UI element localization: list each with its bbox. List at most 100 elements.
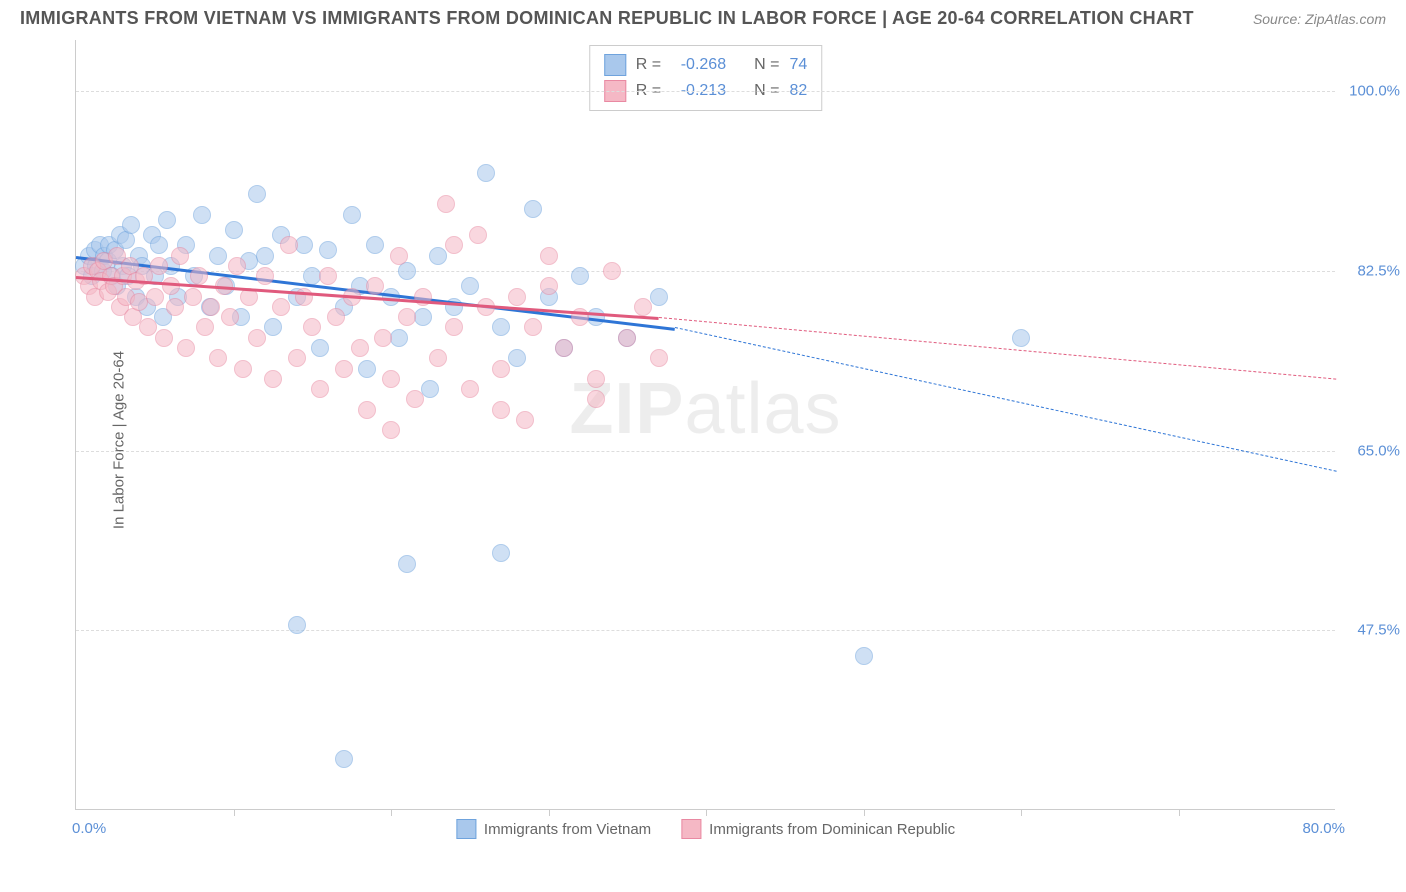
data-point [492,401,510,419]
data-point [366,277,384,295]
stats-n-value: 74 [789,56,807,74]
data-point [234,360,252,378]
data-point [492,318,510,336]
data-point [228,257,246,275]
data-point [398,262,416,280]
stats-r-label: R = [636,56,661,74]
data-point [358,360,376,378]
data-point [171,247,189,265]
data-point [295,236,313,254]
data-point [351,339,369,357]
plot-area: ZIPatlas R =-0.268N =74R =-0.213N =82 0.… [75,40,1335,810]
data-point [193,206,211,224]
data-point [492,544,510,562]
data-point [209,349,227,367]
data-point [221,308,239,326]
data-point [311,339,329,357]
data-point [524,200,542,218]
data-point [555,339,573,357]
chart-container: In Labor Force | Age 20-64 ZIPatlas R =-… [45,40,1395,840]
data-point [264,370,282,388]
data-point [540,277,558,295]
data-point [634,298,652,316]
stats-swatch [604,54,626,76]
data-point [177,339,195,357]
data-point [540,247,558,265]
trend-line [659,317,1336,380]
data-point [421,380,439,398]
data-point [461,277,479,295]
series-legend: Immigrants from VietnamImmigrants from D… [456,819,955,839]
source-attribution: Source: ZipAtlas.com [1253,11,1386,27]
data-point [248,185,266,203]
data-point [508,349,526,367]
data-point [358,401,376,419]
data-point [122,216,140,234]
x-tick [864,809,865,816]
data-point [429,247,447,265]
data-point [303,318,321,336]
watermark: ZIPatlas [569,368,841,450]
data-point [603,262,621,280]
data-point [382,370,400,388]
x-axis-min-label: 0.0% [72,820,106,837]
data-point [319,241,337,259]
data-point [280,236,298,254]
chart-title: IMMIGRANTS FROM VIETNAM VS IMMIGRANTS FR… [20,8,1194,29]
data-point [618,329,636,347]
data-point [146,288,164,306]
data-point [155,329,173,347]
data-point [516,411,534,429]
data-point [414,308,432,326]
data-point [295,288,313,306]
data-point [855,647,873,665]
data-point [272,298,290,316]
x-axis-max-label: 80.0% [1302,820,1345,837]
data-point [184,288,202,306]
gridline [76,451,1335,452]
legend-item: Immigrants from Dominican Republic [681,819,955,839]
data-point [492,360,510,378]
data-point [587,390,605,408]
x-tick [391,809,392,816]
data-point [311,380,329,398]
legend-label: Immigrants from Dominican Republic [709,821,955,838]
data-point [150,257,168,275]
data-point [366,236,384,254]
data-point [461,380,479,398]
y-tick-label: 65.0% [1357,442,1400,459]
stats-row: R =-0.268N =74 [604,52,807,78]
data-point [650,349,668,367]
data-point [202,298,220,316]
data-point [398,555,416,573]
x-tick [706,809,707,816]
data-point [150,236,168,254]
data-point [445,236,463,254]
data-point [166,298,184,316]
data-point [390,329,408,347]
data-point [477,164,495,182]
x-tick [1179,809,1180,816]
y-tick-label: 47.5% [1357,622,1400,639]
data-point [382,421,400,439]
x-tick [234,809,235,816]
data-point [196,318,214,336]
x-tick [1021,809,1022,816]
data-point [248,329,266,347]
stats-r-value: -0.268 [671,56,726,74]
data-point [587,370,605,388]
data-point [335,750,353,768]
legend-swatch [456,819,476,839]
gridline [76,630,1335,631]
data-point [256,247,274,265]
data-point [469,226,487,244]
data-point [406,390,424,408]
data-point [445,318,463,336]
data-point [374,329,392,347]
data-point [319,267,337,285]
data-point [225,221,243,239]
x-tick [549,809,550,816]
data-point [390,247,408,265]
data-point [1012,329,1030,347]
data-point [524,318,542,336]
